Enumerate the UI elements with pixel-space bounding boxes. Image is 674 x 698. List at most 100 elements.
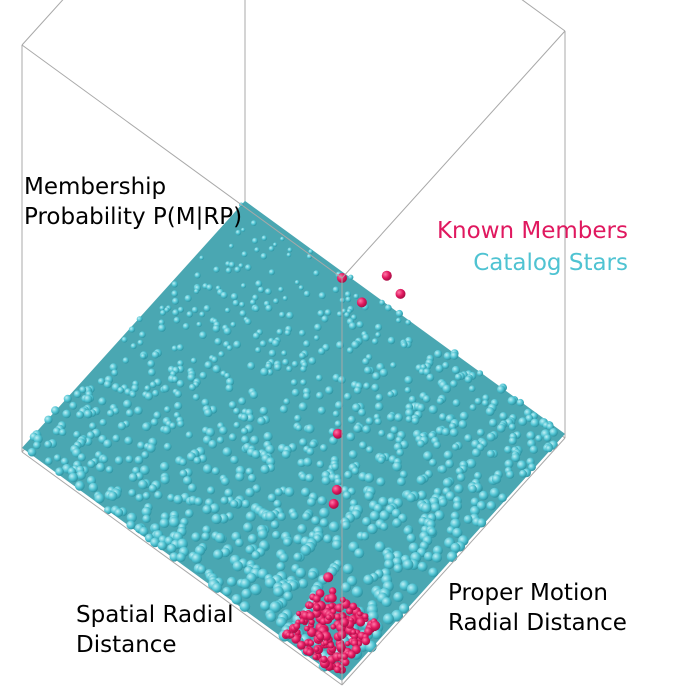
catalog-star-point (211, 582, 222, 593)
catalog-star-point (96, 462, 106, 472)
catalog-star-point (52, 427, 61, 436)
catalog-star-point (44, 440, 52, 449)
catalog-star-point (344, 312, 350, 318)
catalog-star-point (280, 236, 285, 242)
catalog-star-point (543, 434, 552, 442)
catalog-star-point (439, 413, 447, 421)
known-member-point (312, 654, 319, 660)
catalog-star-point (365, 417, 374, 426)
catalog-star-point (239, 601, 251, 612)
catalog-star-point (250, 583, 262, 596)
catalog-star-point (340, 582, 352, 593)
catalog-star-point (182, 323, 190, 330)
catalog-star-point (290, 379, 298, 386)
catalog-star-point (150, 537, 160, 548)
catalog-star-point (477, 518, 487, 528)
catalog-star-point (123, 399, 132, 409)
catalog-star-point (224, 372, 231, 379)
catalog-star-point (516, 398, 524, 407)
catalog-star-point (464, 434, 473, 443)
catalog-star-point (301, 487, 311, 497)
catalog-star-point (373, 503, 383, 513)
catalog-star-point (167, 493, 176, 502)
catalog-star-point (303, 392, 311, 400)
catalog-star-point (125, 409, 134, 417)
catalog-star-point (356, 321, 364, 329)
catalog-star-point (245, 264, 252, 271)
catalog-star-point (141, 451, 149, 459)
catalog-star-point (486, 501, 496, 511)
catalog-star-point (188, 383, 196, 391)
catalog-star-point (33, 441, 41, 450)
known-member-point (296, 610, 302, 617)
known-member-point (297, 640, 306, 650)
catalog-star-point (311, 516, 321, 526)
catalog-star-point (459, 411, 469, 421)
catalog-star-point (100, 455, 109, 463)
catalog-star-point (203, 305, 211, 312)
catalog-star-point (241, 227, 246, 232)
catalog-star-point (228, 243, 234, 249)
catalog-star-point (158, 324, 166, 332)
catalog-star-point (313, 335, 320, 341)
catalog-star-point (259, 406, 268, 416)
catalog-star-point (247, 533, 258, 544)
catalog-star-point (265, 304, 273, 312)
catalog-star-point (436, 397, 444, 405)
catalog-star-point (220, 291, 228, 299)
catalog-star-point (428, 567, 439, 578)
catalog-star-point (177, 360, 184, 367)
known-member-point (312, 594, 321, 603)
catalog-star-point (249, 299, 256, 306)
catalog-star-point (222, 586, 232, 597)
known-member-point (395, 288, 406, 299)
catalog-star-point (79, 386, 87, 394)
catalog-star-point (276, 562, 286, 571)
catalog-star-point (139, 331, 146, 339)
catalog-star-point (331, 463, 339, 471)
y-axis-label: Proper Motion Radial Distance (448, 578, 627, 638)
catalog-star-point (313, 270, 320, 277)
catalog-star-point (474, 397, 482, 405)
catalog-star-point (336, 341, 344, 350)
catalog-star-point (233, 421, 241, 429)
catalog-star-point (452, 399, 461, 407)
catalog-star-point (222, 447, 232, 457)
catalog-star-point (474, 471, 482, 480)
catalog-star-point (174, 401, 183, 411)
catalog-star-point (251, 450, 261, 459)
known-member-point (341, 658, 350, 667)
catalog-star-point (103, 439, 113, 449)
catalog-star-point (395, 309, 403, 318)
catalog-star-point (366, 446, 374, 454)
catalog-star-point (211, 356, 218, 363)
catalog-star-point (109, 363, 118, 372)
catalog-star-point (218, 351, 225, 358)
catalog-star-point (99, 418, 107, 427)
catalog-star-point (508, 423, 516, 431)
z-axis-label: Membership Probability P(M|RP) (24, 172, 242, 232)
catalog-star-point (308, 249, 314, 254)
catalog-star-point (117, 386, 124, 394)
catalog-star-point (267, 493, 277, 503)
catalog-star-point (476, 370, 484, 377)
catalog-star-point (364, 491, 374, 501)
catalog-star-point (128, 489, 137, 497)
catalog-star-point (452, 527, 463, 538)
catalog-star-point (464, 375, 472, 384)
catalog-star-point (391, 609, 403, 622)
catalog-star-point (426, 373, 435, 382)
catalog-star-point (106, 409, 115, 417)
catalog-star-point (190, 357, 197, 364)
catalog-star-point (199, 311, 206, 318)
catalog-star-point (114, 508, 124, 517)
catalog-star-point (435, 364, 444, 373)
catalog-star-point (293, 552, 303, 562)
known-member-point (339, 617, 349, 628)
catalog-star-point (508, 436, 517, 445)
catalog-star-point (396, 448, 404, 457)
known-member-point (362, 613, 369, 620)
catalog-star-point (138, 479, 148, 490)
catalog-star-point (391, 508, 402, 518)
